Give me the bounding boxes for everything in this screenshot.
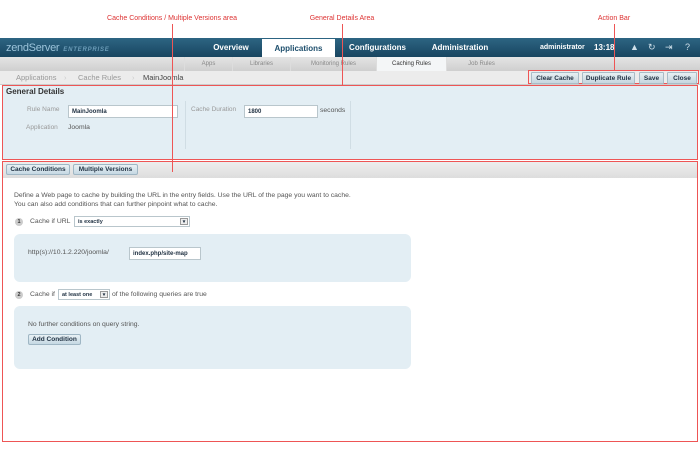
- cache-duration-input[interactable]: 1800: [244, 105, 318, 118]
- divider: [185, 101, 186, 149]
- url-panel: http(s)://10.1.2.220/joomla/ index.php/s…: [14, 234, 411, 282]
- breadcrumb-separator-icon: ›: [132, 73, 135, 82]
- add-condition-button[interactable]: Add Condition: [28, 334, 81, 345]
- query-conditions-panel: No further conditions on query string. A…: [14, 306, 411, 369]
- duplicate-rule-button[interactable]: Duplicate Rule: [582, 72, 635, 84]
- tab-multiple-versions[interactable]: Multiple Versions: [73, 164, 138, 175]
- breadcrumb-current: MainJoomla: [143, 73, 184, 82]
- annotation-line: [172, 24, 173, 172]
- duration-unit: seconds: [320, 107, 346, 114]
- no-conditions-text: No further conditions on query string.: [28, 321, 140, 328]
- rule-name-label: Rule Name: [27, 106, 60, 113]
- step-2-label: Cache if: [30, 291, 55, 298]
- help-icon[interactable]: ?: [685, 42, 691, 52]
- rule-name-input[interactable]: MainJoomla: [68, 105, 178, 118]
- close-button[interactable]: Close: [667, 72, 697, 84]
- breadcrumb: Applications › Cache Rules › MainJoomla: [0, 71, 700, 85]
- logo: zendServer ENTERPRISE: [6, 42, 110, 54]
- sub-navigation: Apps Libraries Monitoring Rules Caching …: [0, 57, 700, 71]
- general-details-title: General Details: [6, 87, 65, 96]
- condition-tabs: Cache Conditions Multiple Versions: [2, 161, 698, 178]
- step-2-suffix: of the following queries are true: [112, 291, 207, 298]
- step-1-label: Cache if URL: [30, 218, 71, 225]
- query-match-value: at least one: [62, 292, 93, 298]
- chevron-down-icon: ▾: [180, 218, 188, 225]
- top-header: Overview Applications Configurations Adm…: [0, 38, 700, 57]
- subnav-job-rules[interactable]: Job Rules: [446, 57, 516, 71]
- clear-cache-button[interactable]: Clear Cache: [531, 72, 579, 84]
- url-path-input[interactable]: index.php/site-map: [129, 247, 201, 260]
- general-details-panel: General Details Rule Name MainJoomla App…: [2, 85, 698, 160]
- chevron-down-icon: ▾: [100, 291, 108, 298]
- application-label: Application: [26, 124, 58, 131]
- intro-line-2: You can also add conditions that can fur…: [14, 201, 218, 208]
- annotation-line: [342, 24, 343, 86]
- annotation-action-bar: Action Bar: [597, 15, 631, 22]
- step-2-badge: 2: [15, 291, 23, 299]
- intro-line-1: Define a Web page to cache by building t…: [14, 192, 351, 199]
- user-name[interactable]: administrator: [540, 44, 585, 51]
- tab-applications[interactable]: Applications: [262, 39, 335, 57]
- cache-conditions-area: Define a Web page to cache by building t…: [2, 178, 698, 442]
- subnav-monitoring-rules[interactable]: Monitoring Rules: [290, 57, 376, 71]
- subnav-caching-rules[interactable]: Caching Rules: [376, 57, 446, 71]
- annotation-line: [614, 24, 615, 70]
- url-match-select[interactable]: is exactly ▾: [74, 216, 190, 227]
- breadcrumb-applications[interactable]: Applications: [16, 73, 57, 82]
- divider: [350, 101, 351, 149]
- tab-cache-conditions[interactable]: Cache Conditions: [6, 164, 70, 175]
- url-match-value: is exactly: [78, 219, 103, 225]
- breadcrumb-cache-rules[interactable]: Cache Rules: [78, 73, 121, 82]
- annotation-cache-conditions: Cache Conditions / Multiple Versions are…: [107, 15, 237, 22]
- logout-icon[interactable]: ⇥: [665, 42, 673, 52]
- subnav-libraries[interactable]: Libraries: [232, 57, 290, 71]
- refresh-icon[interactable]: ↻: [648, 42, 656, 52]
- tab-overview[interactable]: Overview: [213, 43, 249, 52]
- url-prefix: http(s)://10.1.2.220/joomla/: [28, 249, 109, 256]
- application-value: Joomla: [68, 124, 90, 131]
- step-1-badge: 1: [15, 218, 23, 226]
- cache-duration-label: Cache Duration: [191, 106, 237, 113]
- tab-configurations[interactable]: Configurations: [349, 43, 406, 52]
- clock: 13:18: [594, 43, 615, 52]
- annotation-general-details: General Details Area: [309, 15, 375, 22]
- breadcrumb-separator-icon: ›: [64, 73, 67, 82]
- tab-administration[interactable]: Administration: [431, 43, 489, 52]
- warning-icon[interactable]: ▲: [630, 42, 639, 52]
- subnav-apps[interactable]: Apps: [184, 57, 232, 71]
- query-match-select[interactable]: at least one ▾: [58, 289, 110, 300]
- save-button[interactable]: Save: [639, 72, 664, 84]
